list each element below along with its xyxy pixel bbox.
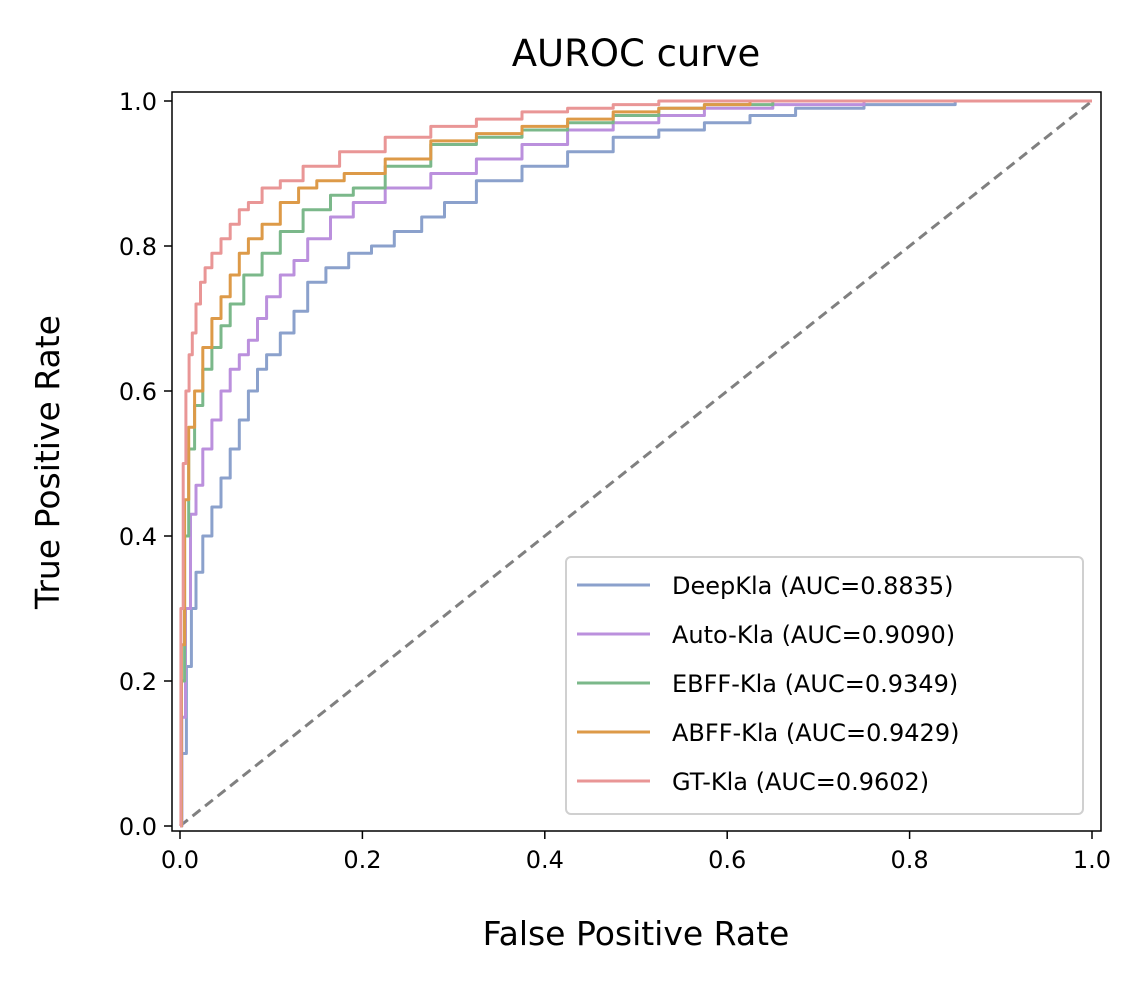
series-line-auto-kla	[180, 99, 1092, 828]
x-tick-label: 0.8	[891, 846, 929, 874]
legend-entry: DeepKla (AUC=0.8835)	[672, 572, 954, 600]
y-tick-label: 1.0	[119, 88, 157, 116]
chart-title: AUROC curve	[512, 32, 761, 75]
reference-diagonal-line	[179, 99, 1093, 828]
x-tick-label: 0.4	[526, 846, 564, 874]
y-tick-label: 0.4	[119, 523, 157, 551]
x-tick-label: 1.0	[1073, 846, 1111, 874]
x-tick-label: 0.0	[161, 846, 199, 874]
x-tick-label: 0.6	[708, 846, 746, 874]
y-tick-label: 0.6	[119, 378, 157, 406]
legend-entry: ABFF-Kla (AUC=0.9429)	[672, 719, 959, 747]
y-tick-label: 0.2	[119, 668, 157, 696]
plot-frame	[171, 91, 1102, 832]
y-tick-label: 0.8	[119, 233, 157, 261]
series-line-abff-kla	[179, 99, 1092, 828]
legend-entry: EBFF-Kla (AUC=0.9349)	[672, 670, 958, 698]
legend: DeepKla (AUC=0.8835) Auto-Kla (AUC=0.9090…	[565, 556, 1084, 815]
axis-ticks: 0.0 0.2 0.4 0.6 0.8 1.0 0.0 0.2 0.4 0.6 0.8 1.0	[119, 88, 1111, 874]
x-axis-label: False Positive Rate	[483, 914, 790, 953]
legend-entry: Auto-Kla (AUC=0.9090)	[672, 621, 955, 649]
x-tick-label: 0.2	[343, 846, 381, 874]
series-line-gt-kla	[179, 99, 1092, 828]
legend-box	[565, 556, 1084, 815]
legend-entry: GT-Kla (AUC=0.9602)	[672, 768, 929, 796]
series-line-deepkla	[180, 99, 1092, 828]
series-line-ebff-kla	[179, 99, 1092, 828]
plot-area	[179, 99, 1093, 828]
y-axis-label: True Positive Rate	[28, 315, 67, 610]
y-tick-label: 0.0	[119, 813, 157, 841]
